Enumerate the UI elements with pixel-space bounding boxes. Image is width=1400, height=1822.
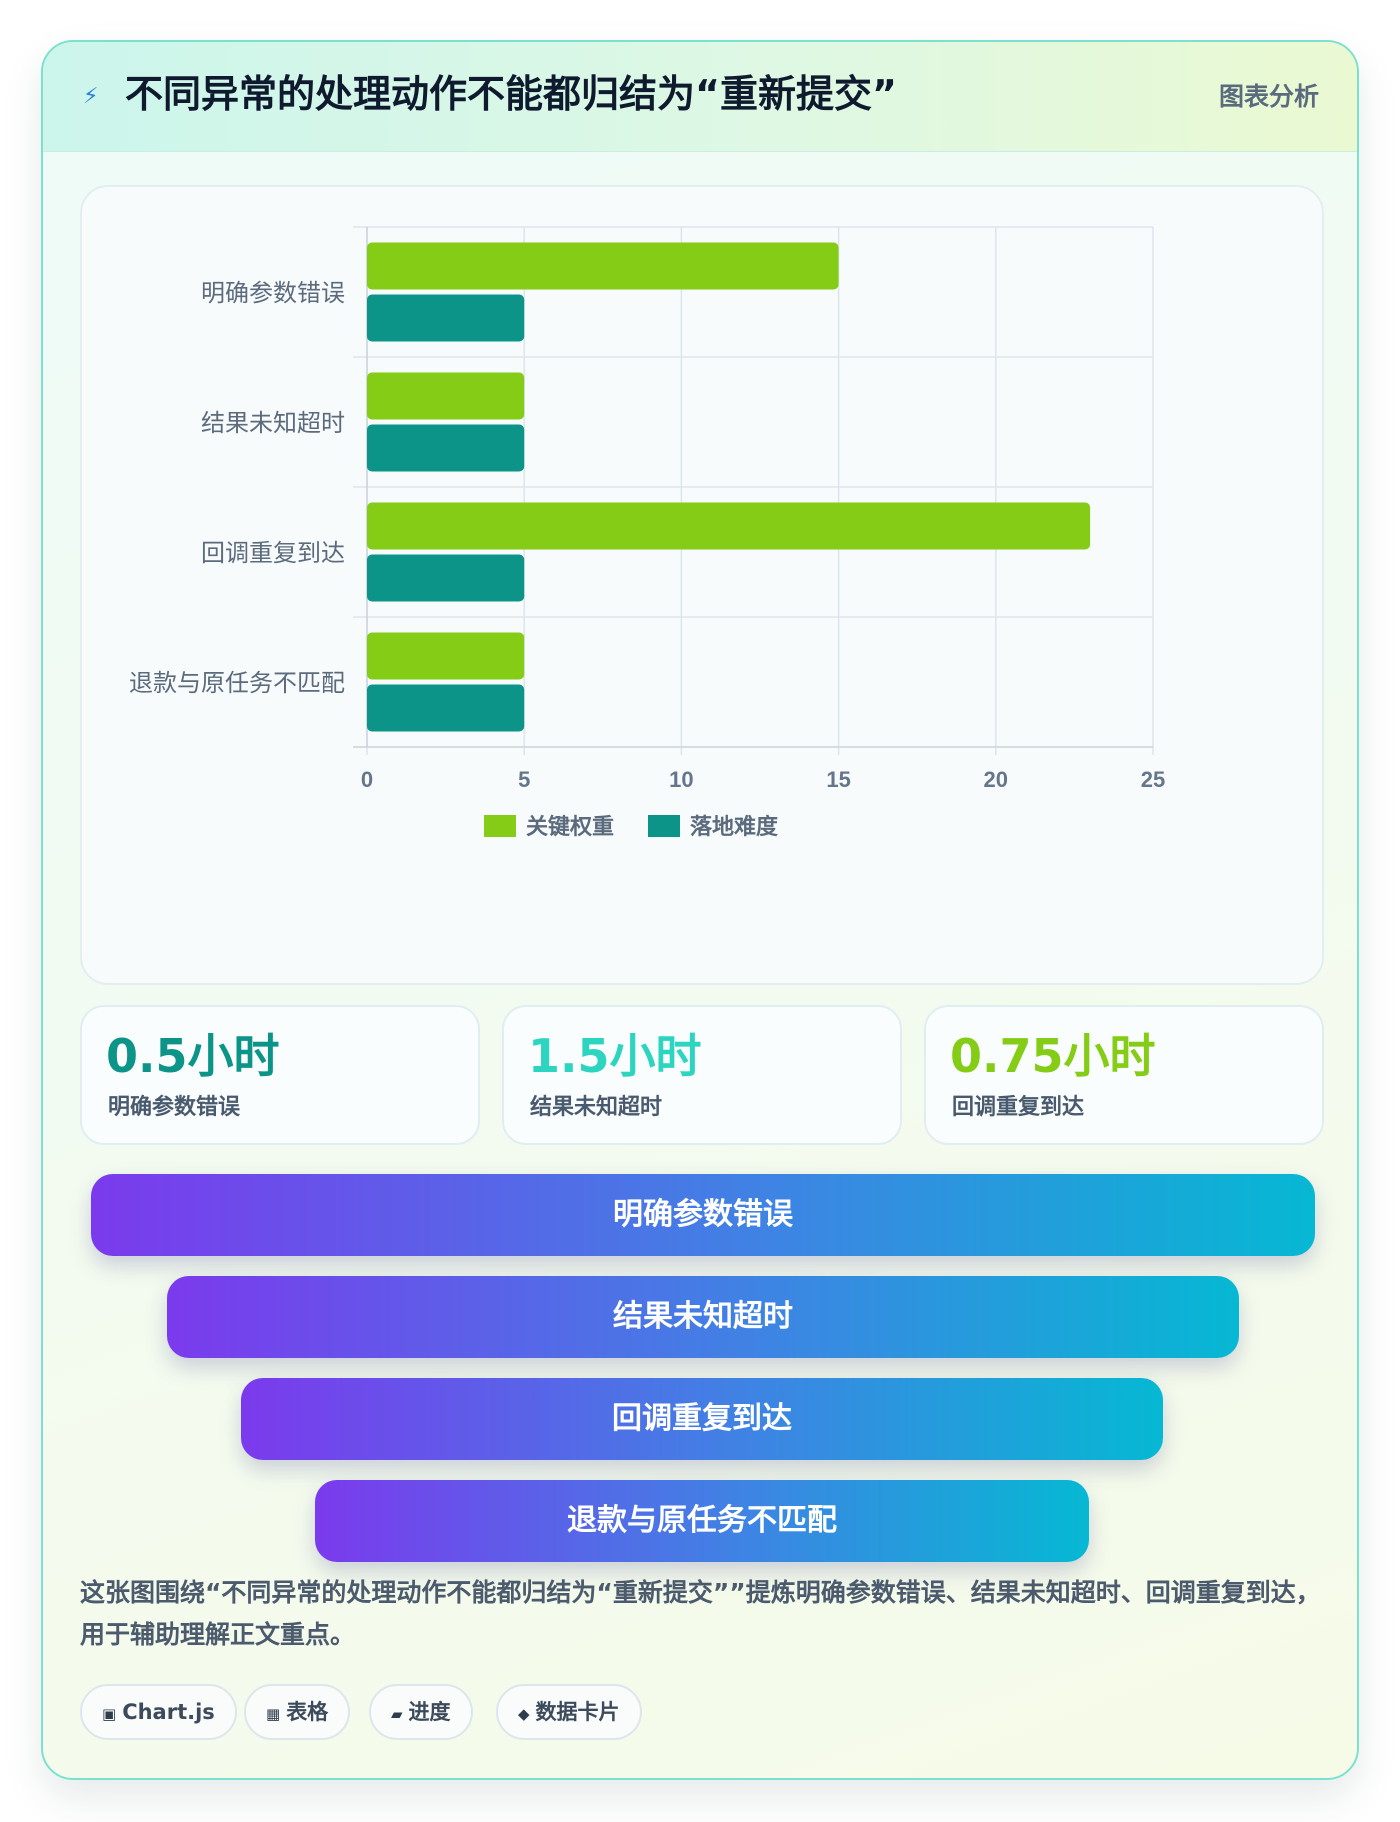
chart-summary: 这张图围绕“不同异常的处理动作不能都归结为“重新提交””提炼明确参数错误、结果未…	[80, 1578, 1321, 1649]
table-icon: ▦	[266, 1705, 281, 1723]
bar-key-weight	[367, 632, 525, 680]
page-title: 不同异常的处理动作不能都归结为“重新提交”	[125, 72, 897, 116]
x-tick-label: 5	[518, 767, 530, 792]
funnel-step: 结果未知超时	[167, 1276, 1239, 1358]
bar-difficulty	[367, 684, 525, 732]
bar-difficulty	[367, 294, 525, 342]
bar-key-weight	[367, 502, 1091, 550]
stat-label: 结果未知超时	[530, 1095, 663, 1120]
stat-label: 明确参数错误	[108, 1095, 241, 1120]
stat-value: 0.5小时	[106, 1029, 280, 1083]
chart-panel: 0 5 10 15 20 25 明确参数错误 结果未知超时 回调重复到达退款与原任务不匹配关键权…	[80, 185, 1324, 985]
bar-difficulty	[367, 424, 525, 472]
progress-icon: ▰	[391, 1705, 403, 1723]
funnel-step: 回调重复到达	[241, 1378, 1163, 1460]
x-tick-label: 20	[984, 767, 1008, 792]
stat-cards: 0.5小时 明确参数错误 1.5小时 结果未知超时 0.75小时 回调重复到达	[80, 1005, 1324, 1145]
y-tick-label: 结果未知超时	[201, 409, 345, 437]
tag-label: Chart.js	[122, 1700, 215, 1724]
legend-swatch	[648, 815, 680, 837]
stat-card: 0.5小时 明确参数错误	[80, 1005, 480, 1145]
legend-label: 关键权重	[526, 814, 614, 840]
x-tick-label: 25	[1141, 767, 1165, 792]
funnel-step: 明确参数错误	[91, 1174, 1315, 1256]
x-tick-label: 0	[361, 767, 373, 792]
lightning-icon: ⚡	[83, 84, 99, 109]
y-tick-label: 回调重复到达	[201, 539, 345, 567]
legend-label: 落地难度	[690, 814, 779, 840]
bar-difficulty	[367, 554, 525, 602]
funnel-step: 退款与原任务不匹配	[315, 1480, 1089, 1562]
bar-key-weight	[367, 372, 525, 420]
x-tick-label: 10	[669, 767, 693, 792]
diamond-icon: ◆	[518, 1705, 530, 1723]
y-tick-label: 退款与原任务不匹配	[129, 669, 345, 697]
x-tick-label: 15	[826, 767, 850, 792]
bar-key-weight	[367, 242, 839, 290]
card-header: ⚡ 不同异常的处理动作不能都归结为“重新提交” 图表分析	[43, 42, 1357, 152]
tag-label: 进度	[408, 1700, 451, 1724]
bar-chart: 0 5 10 15 20 25 明确参数错误结果未知超时回调重复到达退款与原任务不匹配关键权…	[129, 226, 1165, 840]
tag-chartjs[interactable]: ▣ Chart.js	[80, 1684, 237, 1740]
tag-label: 数据卡片	[535, 1700, 620, 1724]
stat-value: 1.5小时	[528, 1029, 702, 1083]
tag-table[interactable]: ▦ 表格	[244, 1684, 351, 1740]
stat-card: 0.75小时 回调重复到达	[924, 1005, 1324, 1145]
legend-swatch	[484, 815, 516, 837]
tag-label: 表格	[286, 1700, 329, 1724]
stat-label: 回调重复到达	[952, 1095, 1085, 1120]
chart-analysis-tag: 图表分析	[1218, 82, 1319, 111]
stat-value: 0.75小时	[950, 1029, 1156, 1083]
chart-card: ⚡ 不同异常的处理动作不能都归结为“重新提交” 图表分析 0 5 10 15 20 25 明…	[41, 40, 1359, 1780]
tag-progress[interactable]: ▰ 进度	[369, 1684, 473, 1740]
stat-card: 1.5小时 结果未知超时	[502, 1005, 902, 1145]
tag-data-cards[interactable]: ◆ 数据卡片	[496, 1684, 642, 1740]
y-tick-label: 明确参数错误	[201, 279, 345, 307]
chart-icon: ▣	[102, 1705, 117, 1723]
